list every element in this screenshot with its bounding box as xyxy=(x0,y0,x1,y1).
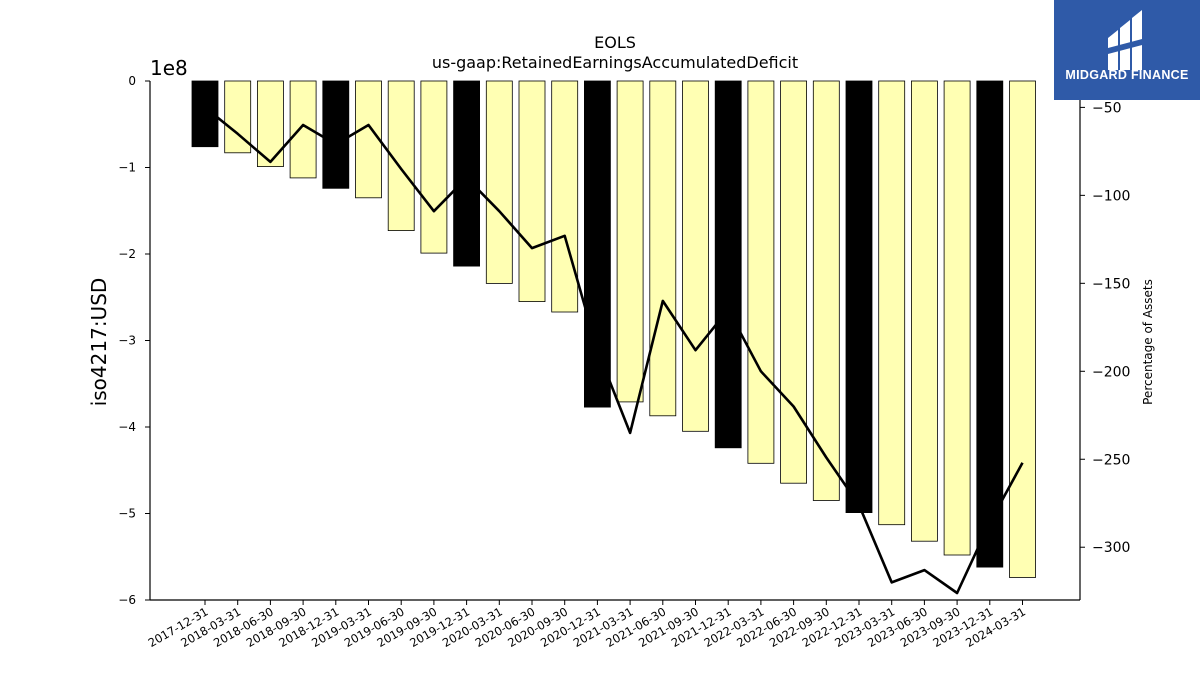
y-tick-label: 0 xyxy=(128,74,136,88)
bar-2019-12-31 xyxy=(453,80,481,267)
y2-tick-label: −150 xyxy=(1092,276,1130,292)
bar-2024-03-31 xyxy=(1009,80,1036,578)
bar-2021-09-30 xyxy=(682,80,709,432)
y-tick-label: −1 xyxy=(118,161,136,175)
bar-series xyxy=(191,80,1036,578)
chart-title: EOLS xyxy=(594,33,636,52)
bar-2023-12-31 xyxy=(976,80,1004,568)
bar-2020-09-30 xyxy=(551,80,579,313)
bar-2022-03-31 xyxy=(747,80,775,464)
brand-name: MIDGARD FINANCE xyxy=(1065,68,1189,82)
bar-2021-06-30 xyxy=(649,80,677,417)
bar-2020-06-30 xyxy=(518,80,546,303)
y2-tick-label: −200 xyxy=(1092,364,1130,380)
y2-tick-label: −100 xyxy=(1092,188,1130,204)
bar-2023-03-31 xyxy=(878,80,906,526)
bar-2022-09-30 xyxy=(812,80,840,501)
brand-badge: MIDGARD FINANCE xyxy=(1054,0,1200,100)
bar-2022-06-30 xyxy=(780,80,807,484)
bar-2023-06-30 xyxy=(911,80,938,542)
line-series xyxy=(204,106,1024,595)
bar-2022-12-31 xyxy=(845,80,873,514)
y-tick-label: −2 xyxy=(118,247,136,261)
bar-2020-03-31 xyxy=(485,80,513,284)
bar-2021-03-31 xyxy=(616,80,644,403)
y-tick-label: −4 xyxy=(118,420,136,434)
midgard-logo-icon xyxy=(1108,10,1146,70)
y2-tick-label: −250 xyxy=(1092,452,1130,468)
y2-tick-label: −50 xyxy=(1092,100,1122,116)
bar-2019-06-30 xyxy=(387,80,415,232)
bar-2020-12-31 xyxy=(584,80,611,408)
y2-axis-label: Percentage of Assets xyxy=(1141,279,1155,405)
y-tick-label: −6 xyxy=(118,593,136,607)
y-tick-label: −5 xyxy=(118,507,136,521)
bar-2019-03-31 xyxy=(355,80,382,199)
y-axis-label: iso4217:USD xyxy=(87,278,111,407)
bar-2023-09-30 xyxy=(943,80,971,556)
bar-2021-12-31 xyxy=(714,80,742,449)
bar-2019-09-30 xyxy=(420,80,448,254)
line-percentage-of-assets xyxy=(204,106,1024,595)
bar-2018-12-31 xyxy=(322,80,350,189)
y2-tick-label: −300 xyxy=(1092,540,1130,556)
y-offset-label: 1e8 xyxy=(150,56,188,80)
chart-subtitle: us-gaap:RetainedEarningsAccumulatedDefic… xyxy=(432,53,798,72)
y-tick-label: −3 xyxy=(118,334,136,348)
